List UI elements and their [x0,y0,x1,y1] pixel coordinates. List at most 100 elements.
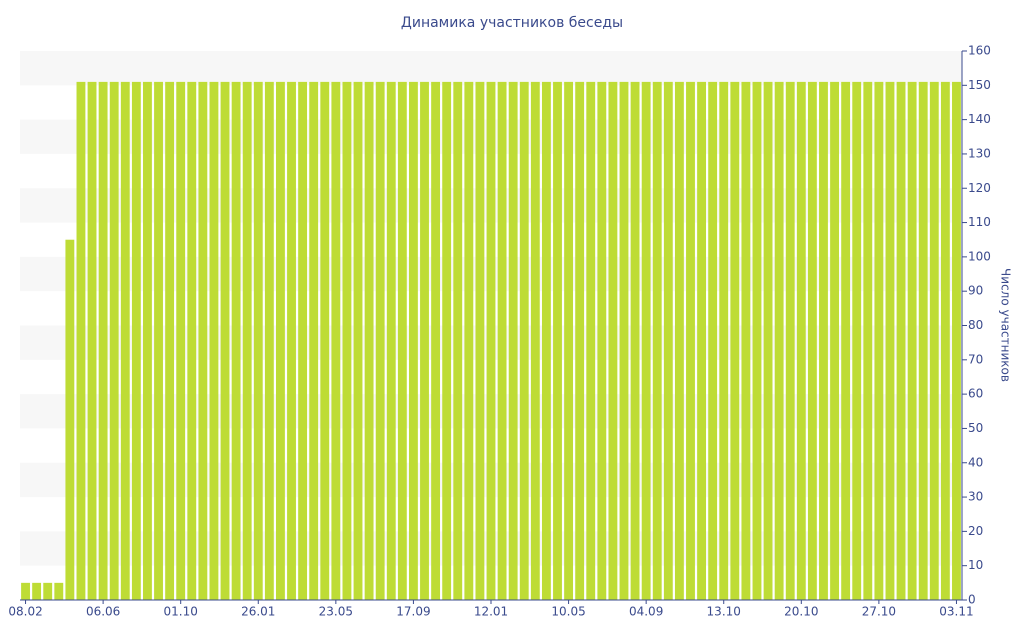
bar [752,81,762,601]
grid-band [20,51,962,86]
bar [364,81,374,601]
bar [309,81,319,601]
y-tick-label: 80 [968,318,983,332]
bar [940,81,950,601]
x-tick-label: 23.05 [319,605,353,619]
bar [397,81,407,601]
bar [819,81,828,601]
bar [686,81,695,601]
y-tick-label: 60 [968,387,983,401]
bar [298,81,308,601]
bar [508,81,518,601]
bar [120,81,130,601]
bar [896,81,906,601]
bar [697,81,706,601]
bar [497,81,507,601]
bar [420,81,429,601]
bar [863,81,873,601]
bar [143,81,152,601]
x-tick-label: 20.10 [784,605,818,619]
bar [575,81,585,601]
bar [187,81,197,601]
bar [785,81,795,601]
bar [353,81,363,601]
y-tick-label: 10 [968,558,983,572]
bar [21,582,30,600]
bar [253,81,263,601]
bar [830,81,839,601]
bar [276,81,285,601]
bar [630,81,640,601]
bar [586,81,596,601]
bar [708,81,718,601]
x-tick-label: 17.09 [396,605,430,619]
bar [98,81,108,601]
y-tick-label: 160 [968,44,991,58]
x-tick-label: 26.01 [241,605,275,619]
bar [841,81,851,601]
bar [176,81,186,601]
y-tick-label: 110 [968,215,991,229]
bar [320,81,330,601]
bar [231,81,241,601]
y-tick-label: 50 [968,421,983,435]
bar [885,81,895,601]
chart-title: Динамика участников беседы [401,15,623,31]
x-tick-label: 10.05 [551,605,585,619]
y-tick-label: 30 [968,490,983,504]
bar [342,81,352,601]
bar [730,81,740,601]
bar [608,81,618,601]
y-tick-label: 130 [968,146,991,160]
bar [807,81,817,601]
bar [209,81,219,601]
bar [619,81,629,601]
bar [331,81,341,601]
x-tick-label: 06.06 [86,605,120,619]
bar [109,81,119,601]
bar [641,81,651,601]
y-tick-label: 40 [968,455,983,469]
bar [431,81,441,601]
bar [408,81,418,601]
x-tick-label: 27.10 [862,605,896,619]
bar [763,81,773,601]
x-tick-label: 08.02 [8,605,42,619]
bar [486,81,496,601]
bar [131,81,141,601]
y-tick-label: 150 [968,78,991,92]
bar [386,81,396,601]
bar [43,582,53,600]
y-axis-label: Число участников [999,268,1013,382]
bar [541,81,551,601]
bar [719,81,729,601]
bar [375,81,385,601]
bar [87,81,97,601]
bar [874,81,884,601]
x-tick-label: 12.01 [474,605,508,619]
bar [952,81,961,601]
bar [32,582,42,600]
bar [453,81,463,601]
bar [287,81,296,601]
bar [597,81,607,601]
bar [674,81,684,601]
bar [553,81,562,601]
bar [564,81,574,601]
bar [198,81,208,601]
bar [220,81,230,601]
bar [165,81,175,601]
bar [652,81,662,601]
bar [907,81,917,601]
bar [76,81,86,601]
bar [264,81,274,601]
x-tick-label: 01.10 [164,605,198,619]
bar [54,582,64,600]
bar [741,81,751,601]
bar [154,81,163,601]
x-tick-label: 03.11 [939,605,973,619]
bar [464,81,474,601]
bar [475,81,485,601]
x-tick-label: 13.10 [707,605,741,619]
